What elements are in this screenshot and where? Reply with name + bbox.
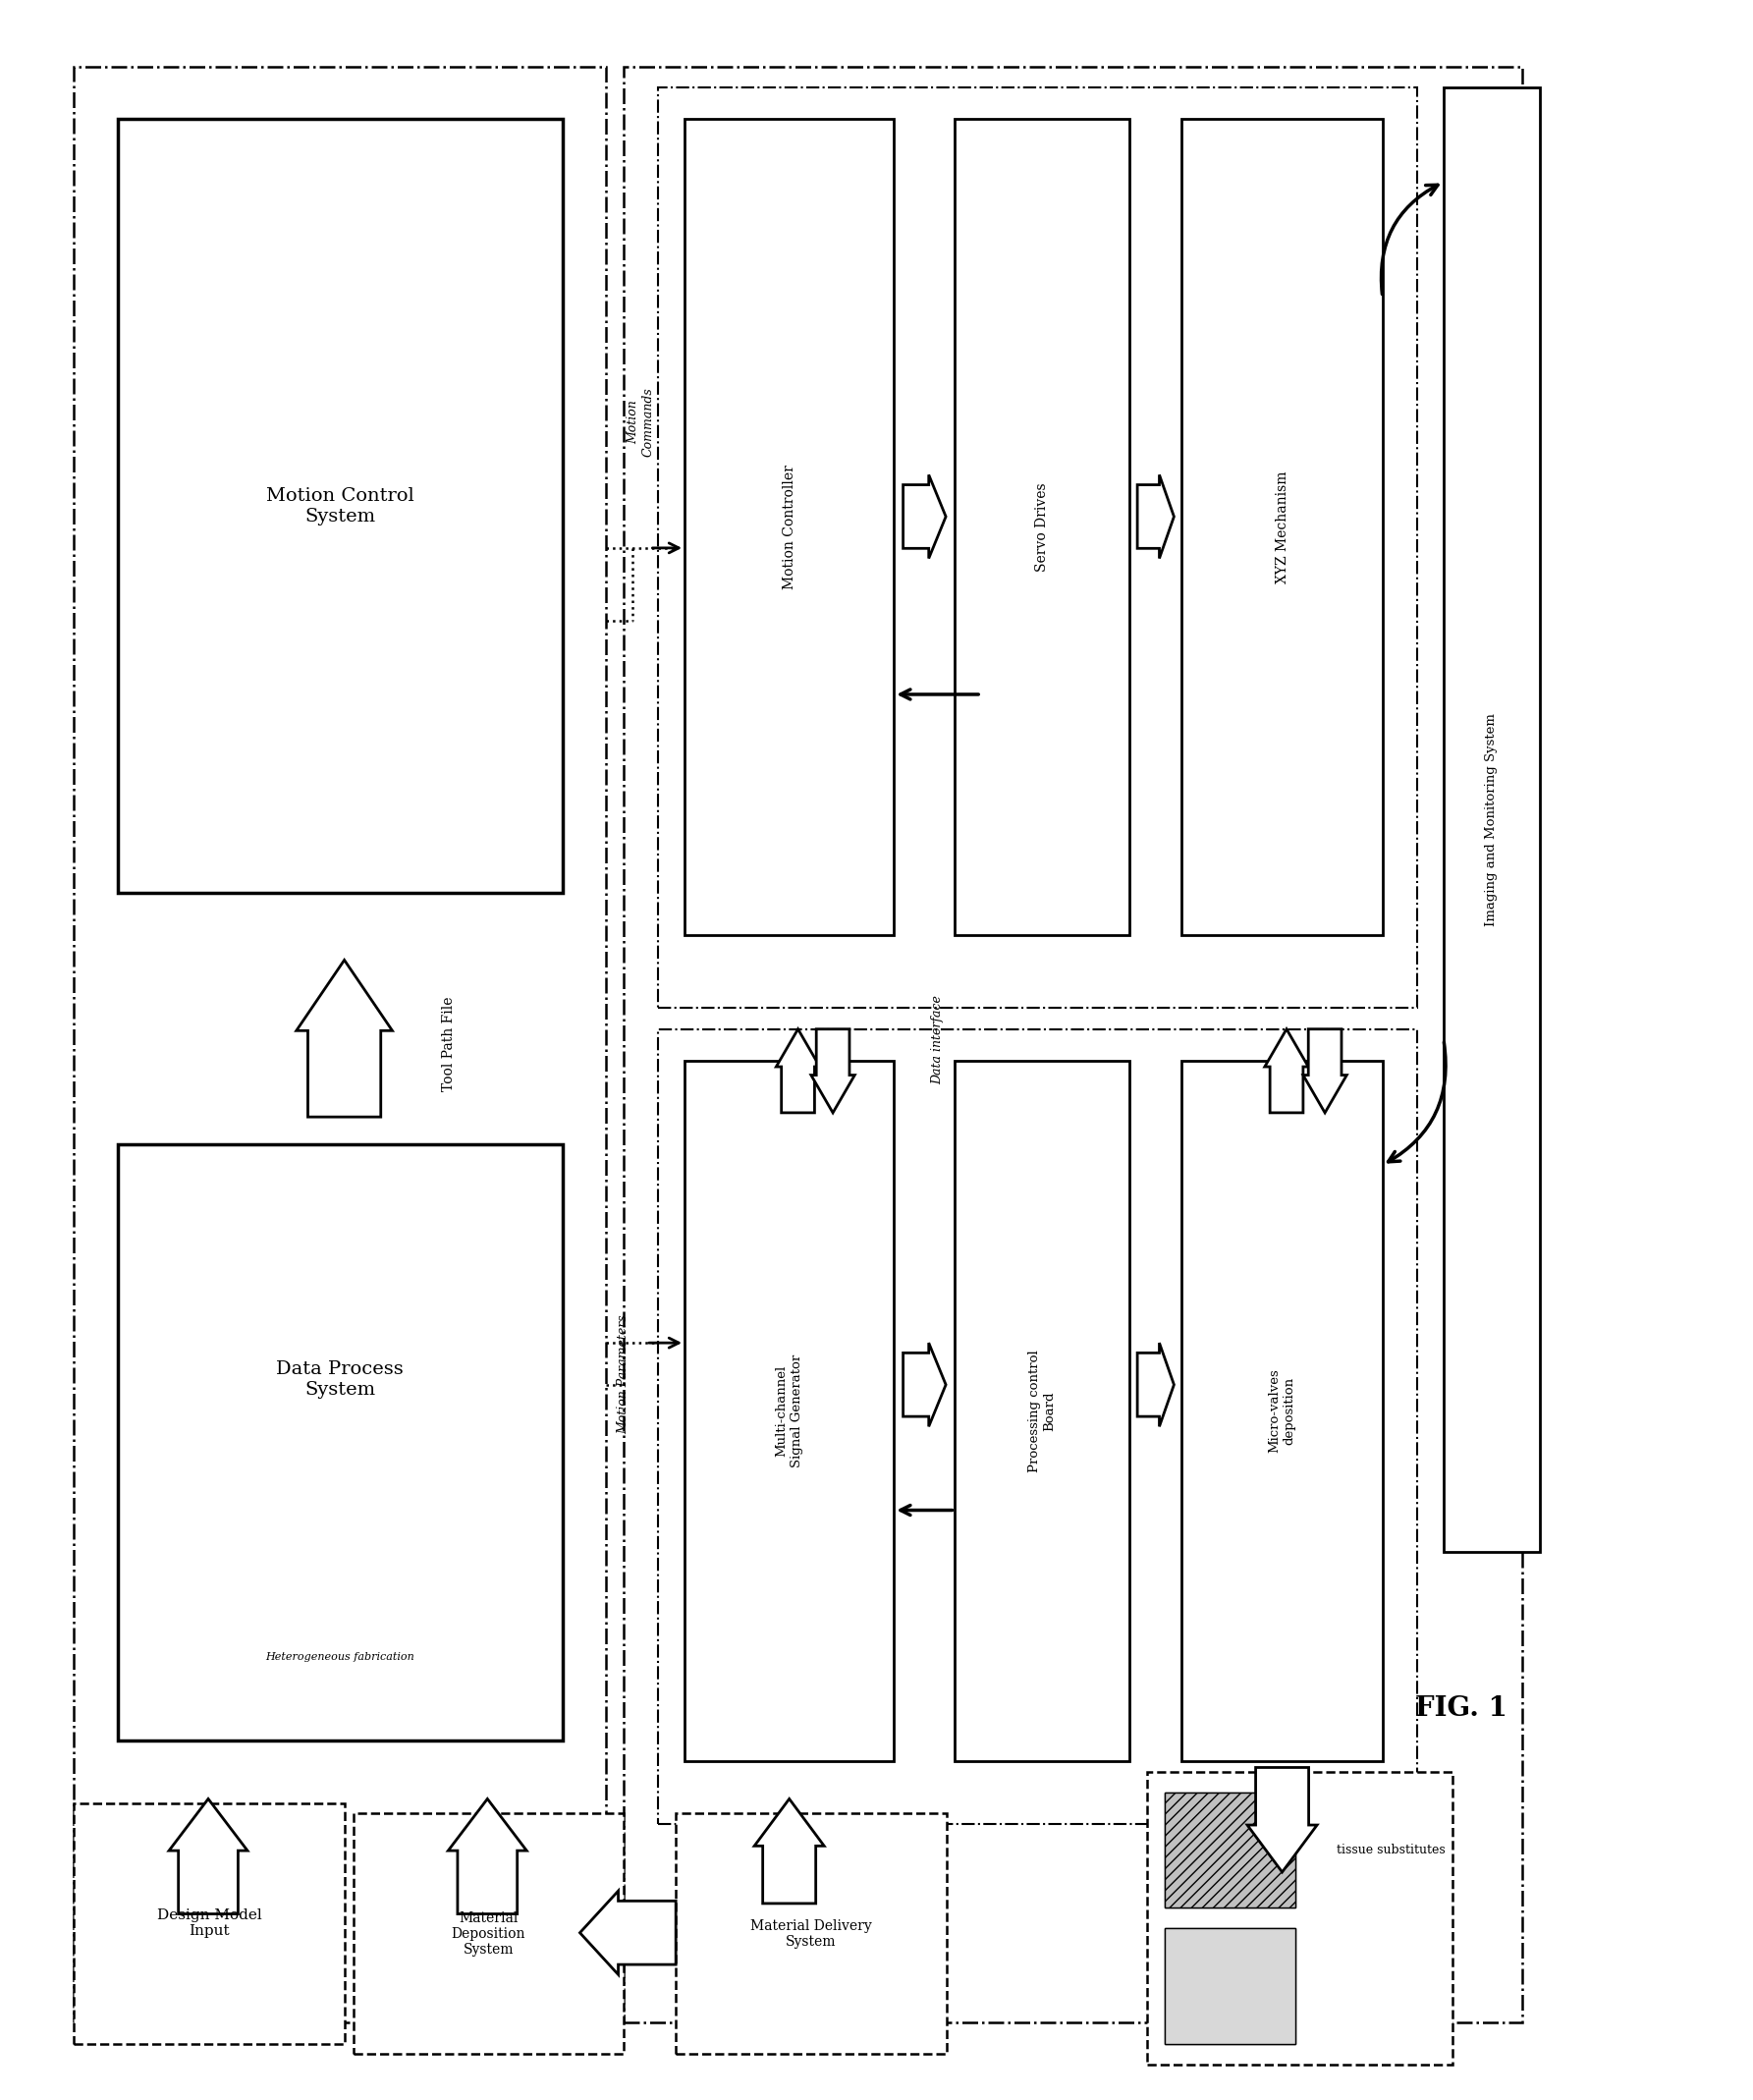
Bar bbox=[659, 88, 1418, 1008]
Bar bbox=[685, 120, 894, 934]
Bar bbox=[1164, 1793, 1295, 1907]
Polygon shape bbox=[296, 960, 393, 1117]
Text: Imaging and Monitoring System: Imaging and Monitoring System bbox=[1485, 714, 1497, 926]
Text: Tool Path File: Tool Path File bbox=[442, 995, 456, 1092]
Bar bbox=[659, 1029, 1418, 1825]
Bar bbox=[74, 67, 607, 2022]
Text: tissue substitutes: tissue substitutes bbox=[1338, 1844, 1446, 1856]
Text: FIG. 1: FIG. 1 bbox=[1415, 1695, 1508, 1722]
Text: Data interface: Data interface bbox=[931, 995, 943, 1084]
Bar bbox=[74, 1804, 344, 2043]
Text: XYZ Mechanism: XYZ Mechanism bbox=[1274, 470, 1288, 584]
Bar bbox=[352, 1814, 624, 2054]
Bar bbox=[1146, 1772, 1451, 2064]
Bar bbox=[1164, 1793, 1295, 1907]
Bar bbox=[117, 120, 563, 892]
Bar bbox=[117, 1144, 563, 1741]
Text: Processing control
Board: Processing control Board bbox=[1029, 1350, 1055, 1472]
Text: Multi-channel
Signal Generator: Multi-channel Signal Generator bbox=[775, 1354, 803, 1468]
Text: Motion
Commands: Motion Commands bbox=[628, 388, 654, 458]
Polygon shape bbox=[903, 1342, 947, 1426]
Text: Material
Deposition
System: Material Deposition System bbox=[451, 1911, 526, 1957]
Polygon shape bbox=[812, 1029, 855, 1113]
Bar bbox=[1164, 1928, 1295, 2043]
Polygon shape bbox=[168, 1800, 247, 1913]
Bar bbox=[1182, 1060, 1383, 1762]
Polygon shape bbox=[777, 1029, 820, 1113]
Bar bbox=[955, 1060, 1129, 1762]
Bar bbox=[1443, 88, 1539, 1552]
Bar bbox=[1182, 120, 1383, 934]
Bar bbox=[955, 120, 1129, 934]
Text: Material Delivery
System: Material Delivery System bbox=[750, 1919, 871, 1949]
Text: Motion Controller: Motion Controller bbox=[782, 464, 796, 590]
Polygon shape bbox=[1302, 1029, 1346, 1113]
Polygon shape bbox=[580, 1890, 677, 1974]
Polygon shape bbox=[754, 1800, 824, 1903]
Polygon shape bbox=[1138, 475, 1175, 559]
Bar bbox=[1164, 1928, 1295, 2043]
Bar bbox=[685, 1060, 894, 1762]
Text: Motion Parameters: Motion Parameters bbox=[617, 1315, 629, 1434]
Text: Data Process
System: Data Process System bbox=[277, 1361, 403, 1399]
Bar bbox=[677, 1814, 947, 2054]
Text: Motion Control
System: Motion Control System bbox=[266, 487, 414, 525]
Text: Micro-valves
deposition: Micro-valves deposition bbox=[1269, 1369, 1295, 1453]
Polygon shape bbox=[1248, 1768, 1317, 1871]
Text: Heterogeneous fabrication: Heterogeneous fabrication bbox=[265, 1653, 414, 1661]
Polygon shape bbox=[449, 1800, 526, 1913]
Text: Servo Drives: Servo Drives bbox=[1036, 483, 1048, 571]
Text: Design Model
Input: Design Model Input bbox=[156, 1909, 261, 1938]
Polygon shape bbox=[903, 475, 947, 559]
Bar bbox=[624, 67, 1522, 2022]
Polygon shape bbox=[1138, 1342, 1175, 1426]
Polygon shape bbox=[1264, 1029, 1308, 1113]
